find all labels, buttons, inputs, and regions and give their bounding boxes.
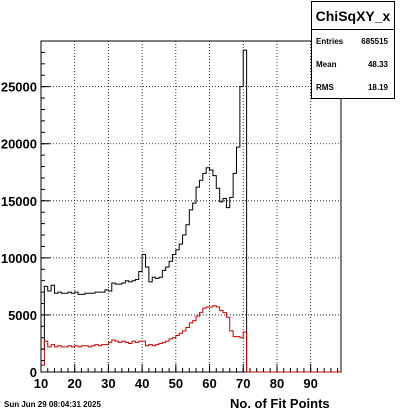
stats-entries-label: Entries [316,37,344,46]
x-tick-label: 10 [34,376,48,391]
x-tick-label: 70 [236,376,250,391]
x-axis-ticks: 10 20 30 40 50 60 70 80 90 [34,364,339,391]
series-layer [40,49,341,373]
grid-lines [41,41,341,372]
plot-frame [40,40,342,373]
y-axis-ticks: 0 5000 10000 15000 20000 25000 [1,40,50,380]
stats-rms-value: 18.19 [367,83,388,92]
stats-mean-label: Mean [316,60,337,69]
x-tick-label: 40 [135,376,149,391]
x-tick-label: 60 [202,376,216,391]
x-tick-label: 80 [270,376,284,391]
y-tick-label: 20000 [1,137,37,152]
stats-mean-value: 48.33 [367,60,388,69]
y-tick-label: 0 [30,365,37,380]
x-axis-title: No. of Fit Points [230,396,330,411]
timestamp-label: Sun Jun 29 08:04:31 2025 [4,400,101,409]
y-tick-label: 5000 [8,308,37,323]
y-tick-label: 25000 [1,80,37,95]
x-tick-label: 50 [169,376,183,391]
stats-box: ChiSqXY_x Entries 685515 Mean 48.33 RMS … [311,1,395,99]
stats-row-mean: Mean 48.33 [312,53,394,76]
y-tick-label: 10000 [1,251,37,266]
series-line-red [40,305,341,373]
x-tick-label: 90 [303,376,317,391]
stats-row-entries: Entries 685515 [312,30,394,53]
stats-rms-label: RMS [316,83,334,92]
x-tick-label: 30 [101,376,115,391]
stats-entries-value: 685515 [361,37,388,46]
stats-row-rms: RMS 18.19 [312,76,394,99]
y-tick-label: 15000 [1,194,37,209]
x-tick-label: 20 [67,376,81,391]
series-line-black [40,49,341,373]
stats-title: ChiSqXY_x [312,2,394,30]
